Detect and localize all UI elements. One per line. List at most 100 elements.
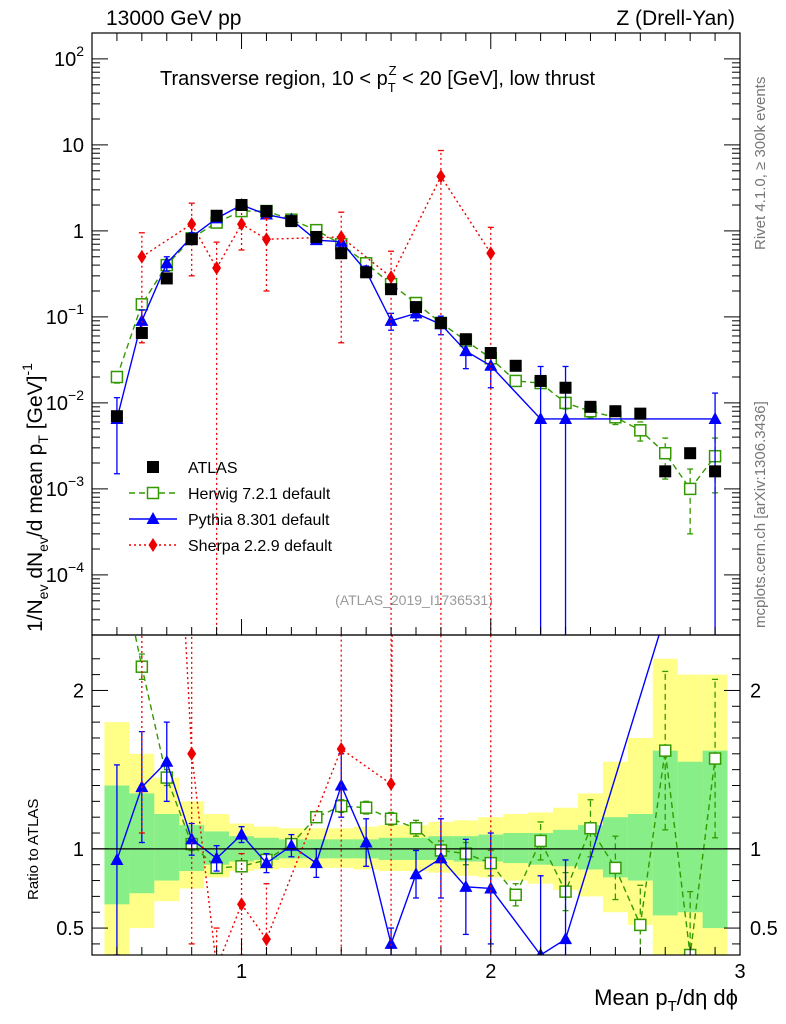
main-y-tick-label: 102 — [54, 43, 84, 71]
main-atlas-point — [684, 447, 697, 460]
ratio-pythia-point — [160, 754, 174, 767]
ratio-sherpa-point — [212, 961, 221, 975]
ratio-series-layer — [110, 635, 722, 975]
ratio-sherpa-point — [187, 746, 197, 761]
main-atlas-point — [385, 283, 398, 296]
legend: ATLAS Herwig 7.2.1 default Pythia 8.301 de… — [129, 460, 333, 555]
legend-marker — [146, 512, 160, 524]
ratio-pythia-point — [110, 852, 124, 865]
main-sherpa-point — [486, 246, 496, 261]
main-atlas-point — [410, 301, 422, 314]
main-atlas-point — [559, 381, 572, 394]
main-y-tick-label: 10−1 — [46, 301, 84, 329]
main-atlas-point — [534, 374, 547, 387]
ratio-y-tick-label-right: 1 — [750, 839, 761, 861]
main-atlas-point — [260, 205, 273, 218]
main-atlas-point — [110, 410, 123, 423]
main-herwig-point — [110, 370, 124, 384]
panel-title: Transverse region, 10 < pTZ < 20 [GeV], … — [160, 63, 595, 95]
mcplots-label: mcplots.cern.ch [arXiv:1306.3436] — [752, 401, 769, 628]
main-atlas-point — [484, 347, 497, 360]
main-atlas-point — [459, 333, 472, 346]
ratio-sherpa-point — [336, 742, 346, 757]
header-process: 13000 GeV pp — [106, 7, 241, 30]
ratio-pythia-point — [484, 881, 498, 894]
main-y-axis-title: 1/Nev dNev/d mean pT [GeV]-1 — [19, 363, 51, 632]
ratio-y-tick-label-left: 1 — [73, 839, 84, 861]
ratio-herwig-point — [634, 918, 647, 932]
main-pythia-point — [708, 411, 722, 424]
main-atlas-point — [285, 215, 298, 228]
analysis-watermark: (ATLAS_2019_I1736531) — [335, 592, 493, 608]
x-tick-label: 3 — [734, 961, 745, 983]
band-1sigma — [677, 761, 703, 913]
ratio-pythia-point — [359, 835, 373, 848]
ratio-herwig-point — [708, 752, 722, 765]
ratio-pythia-point — [235, 827, 249, 840]
ratio-herwig-point — [534, 834, 547, 848]
main-atlas-point — [709, 465, 722, 478]
ratio-pythia-point — [259, 856, 273, 869]
main-y-tick-label: 10−2 — [46, 387, 84, 415]
ratio-y-tick-label-right: 0.5 — [750, 918, 778, 940]
x-tick-labels: 1 2 3 — [236, 961, 746, 983]
ratio-uncertainty-bands — [104, 658, 728, 955]
ratio-pythia-point — [559, 932, 573, 945]
main-sherpa-point — [237, 217, 247, 232]
ratio-herwig-point — [310, 810, 323, 824]
main-y-tick-label: 10 — [62, 135, 84, 157]
ratio-sherpa-point — [261, 932, 271, 947]
main-atlas-point — [135, 326, 148, 339]
main-herwig-point — [509, 374, 522, 388]
main-y-tick-label: 10−3 — [46, 473, 84, 501]
main-y-tick-label: 10−4 — [46, 559, 84, 587]
main-atlas-point — [584, 400, 597, 413]
main-y-tick-label: 1 — [73, 221, 84, 243]
main-atlas-point — [335, 247, 348, 260]
ratio-herwig-point — [658, 744, 672, 757]
ratio-sherpa-point — [386, 776, 396, 791]
main-pythia-point — [160, 256, 174, 269]
legend-marker — [148, 538, 158, 552]
x-axis-title: Mean pT/dη dϕ — [594, 985, 738, 1015]
ratio-pythia-point — [210, 851, 224, 864]
ratio-pythia-point — [284, 838, 298, 851]
ratio-pythia-point — [434, 851, 448, 864]
ratio-pythia-point — [409, 867, 423, 880]
legend-label: ATLAS — [188, 460, 238, 477]
main-herwig-point — [135, 298, 149, 311]
ratio-y-axis-title: Ratio to ATLAS — [25, 799, 42, 900]
band-1sigma — [627, 814, 653, 881]
main-atlas-point — [634, 407, 647, 420]
header-channel: Z (Drell-Yan) — [616, 7, 735, 30]
ratio-y-tick-label-right: 2 — [750, 680, 761, 702]
ratio-herwig-point — [584, 822, 597, 835]
main-atlas-point — [160, 272, 173, 285]
main-atlas-point — [210, 209, 223, 222]
main-sherpa-point — [436, 169, 446, 184]
main-atlas-point — [434, 316, 447, 329]
main-atlas-point — [659, 465, 672, 478]
main-sherpa-point — [386, 270, 396, 285]
main-y-tick-labels: 10−4 10−3 10−2 10−1 1 10 102 — [46, 43, 84, 587]
main-atlas-point — [509, 359, 522, 372]
main-herwig-point — [683, 482, 697, 496]
main-series-layer — [110, 149, 722, 635]
rivet-label: Rivet 4.1.0, ≥ 300k events — [752, 77, 769, 250]
ratio-herwig-point — [609, 861, 622, 875]
main-atlas-point — [310, 230, 323, 243]
main-sherpa-point — [212, 261, 222, 276]
ratio-herwig-point — [235, 860, 248, 873]
main-pythia-point — [559, 411, 573, 424]
ratio-pythia-point — [334, 778, 348, 791]
main-atlas-point — [360, 266, 373, 279]
legend-label: Sherpa 2.2.9 default — [188, 538, 333, 555]
band-1sigma — [702, 750, 728, 929]
legend-label: Herwig 7.2.1 default — [188, 486, 331, 503]
ratio-pythia-point — [384, 936, 398, 949]
main-sherpa-point — [137, 249, 147, 264]
main-pythia-point — [459, 344, 473, 357]
ratio-sherpa-point — [237, 897, 247, 912]
legend-marker — [146, 486, 160, 500]
